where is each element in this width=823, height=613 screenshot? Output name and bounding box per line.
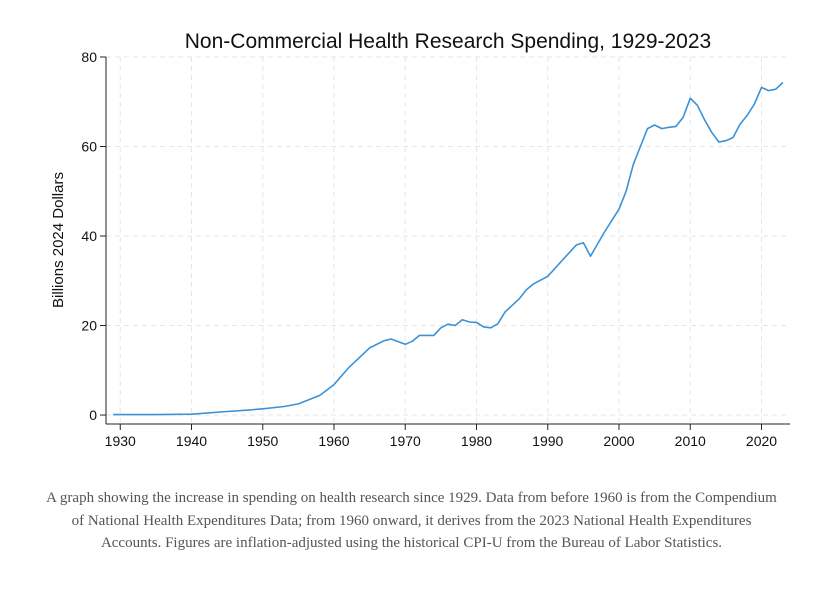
gridlines: [106, 56, 790, 424]
series-layer: [113, 81, 784, 416]
x-tick-label: 1970: [390, 433, 421, 449]
x-tick-label: 1940: [176, 433, 207, 449]
x-tick-label: 2000: [603, 433, 634, 449]
y-tick-label: 60: [81, 139, 97, 155]
figure-caption: A graph showing the increase in spending…: [46, 490, 777, 551]
series-line: [113, 81, 784, 416]
y-tick-label: 20: [81, 318, 97, 334]
x-tick-label: 2010: [675, 433, 706, 449]
y-tick-label: 40: [81, 228, 97, 244]
y-tick-label: 80: [81, 49, 97, 65]
y-axis-label: Billions 2024 Dollars: [50, 172, 67, 308]
x-tick-label: 1950: [247, 433, 278, 449]
x-tick-label: 2020: [746, 433, 777, 449]
chart-title: Non-Commercial Health Research Spending,…: [185, 30, 711, 53]
x-tick-label: 1980: [461, 433, 492, 449]
axes: [100, 56, 790, 430]
tick-labels: 0 20 40 60 80 1930 1940 1950 1960 1970 1980 1990 200…: [81, 49, 777, 449]
line-chart: Non-Commercial Health Research Spending,…: [50, 30, 790, 449]
x-tick-label: 1930: [105, 433, 136, 449]
y-tick-label: 0: [89, 407, 97, 423]
x-tick-label: 1990: [532, 433, 563, 449]
x-tick-label: 1960: [318, 433, 349, 449]
